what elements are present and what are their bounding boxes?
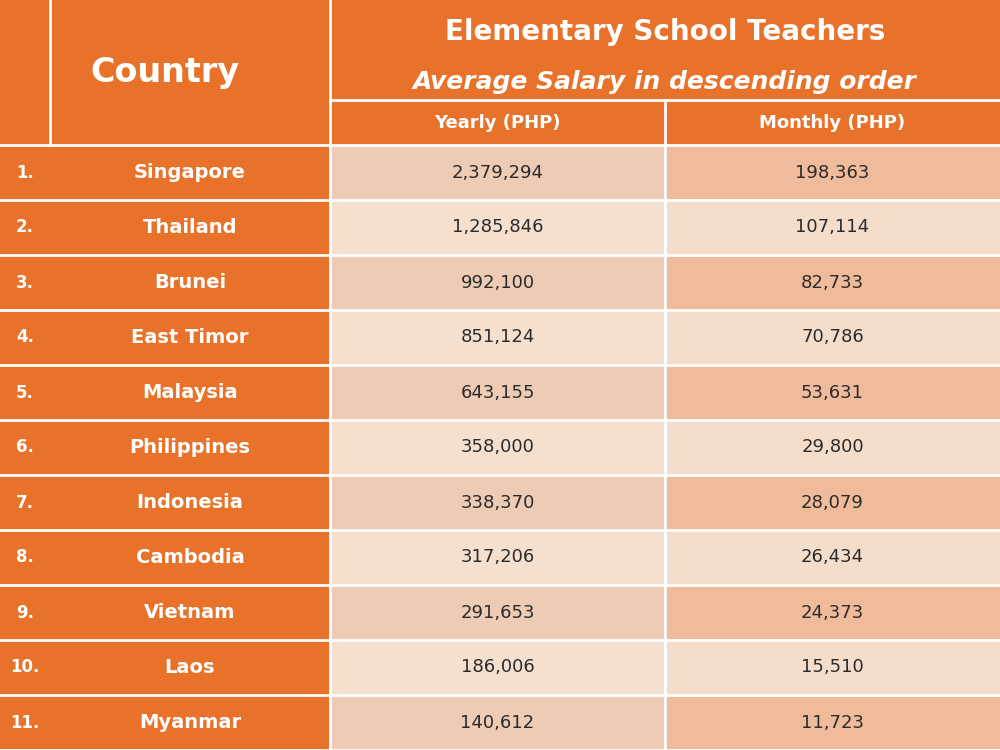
Bar	[330, 530, 665, 585]
Bar	[50, 640, 330, 695]
Text: 8.: 8.	[16, 548, 34, 566]
Bar	[330, 145, 665, 200]
Bar	[330, 310, 665, 365]
Bar	[50, 255, 330, 310]
Bar	[665, 475, 1000, 530]
Bar	[0, 145, 50, 200]
Text: 3.: 3.	[16, 274, 34, 292]
Text: 1.: 1.	[16, 164, 34, 182]
Bar	[665, 200, 1000, 255]
Text: Brunei: Brunei	[154, 273, 226, 292]
Text: 338,370: 338,370	[460, 494, 535, 512]
Bar	[330, 585, 665, 640]
Bar	[330, 0, 1000, 100]
Bar	[330, 695, 665, 750]
Bar	[665, 100, 1000, 145]
Text: 53,631: 53,631	[801, 383, 864, 401]
Bar	[0, 695, 50, 750]
Text: 358,000: 358,000	[461, 439, 534, 457]
Bar	[0, 585, 50, 640]
Text: 5.: 5.	[16, 383, 34, 401]
Bar	[0, 255, 50, 310]
Bar	[50, 530, 330, 585]
Bar	[665, 255, 1000, 310]
Bar	[330, 640, 665, 695]
Text: 11.: 11.	[10, 713, 40, 731]
Text: Thailand: Thailand	[143, 218, 237, 237]
Bar	[330, 365, 665, 420]
Text: East Timor: East Timor	[131, 328, 249, 347]
Text: 10.: 10.	[10, 658, 40, 676]
Bar	[50, 585, 330, 640]
Bar	[0, 310, 50, 365]
Bar	[665, 420, 1000, 475]
Bar	[50, 695, 330, 750]
Bar	[0, 530, 50, 585]
Text: 1,285,846: 1,285,846	[452, 218, 543, 236]
Text: 140,612: 140,612	[460, 713, 535, 731]
Text: Laos: Laos	[165, 658, 215, 677]
Text: 198,363: 198,363	[795, 164, 870, 182]
Text: 70,786: 70,786	[801, 328, 864, 346]
Text: 28,079: 28,079	[801, 494, 864, 512]
Text: 643,155: 643,155	[460, 383, 535, 401]
Text: Cambodia: Cambodia	[136, 548, 244, 567]
Text: 29,800: 29,800	[801, 439, 864, 457]
Text: 9.: 9.	[16, 604, 34, 622]
Bar	[330, 100, 665, 145]
Bar	[0, 640, 50, 695]
Bar	[330, 255, 665, 310]
Text: Vietnam: Vietnam	[144, 603, 236, 622]
Bar	[330, 475, 665, 530]
Text: Malaysia: Malaysia	[142, 383, 238, 402]
Text: 11,723: 11,723	[801, 713, 864, 731]
Bar	[330, 420, 665, 475]
Bar	[665, 530, 1000, 585]
Text: Elementary School Teachers: Elementary School Teachers	[445, 19, 885, 46]
Text: Average Salary in descending order: Average Salary in descending order	[413, 70, 917, 94]
Bar	[665, 310, 1000, 365]
Bar	[330, 200, 665, 255]
Bar	[0, 420, 50, 475]
Bar	[0, 0, 330, 145]
Text: 6.: 6.	[16, 439, 34, 457]
Bar	[665, 145, 1000, 200]
Text: 4.: 4.	[16, 328, 34, 346]
Text: Indonesia: Indonesia	[137, 493, 243, 512]
Bar	[50, 310, 330, 365]
Bar	[0, 365, 50, 420]
Text: 851,124: 851,124	[460, 328, 535, 346]
Bar	[50, 365, 330, 420]
Bar	[665, 640, 1000, 695]
Bar	[665, 365, 1000, 420]
Text: 7.: 7.	[16, 494, 34, 512]
Bar	[50, 200, 330, 255]
Text: 2,379,294: 2,379,294	[452, 164, 544, 182]
Text: 291,653: 291,653	[460, 604, 535, 622]
Text: Country: Country	[90, 56, 240, 89]
Text: 26,434: 26,434	[801, 548, 864, 566]
Text: 992,100: 992,100	[460, 274, 535, 292]
Bar	[50, 145, 330, 200]
Text: Myanmar: Myanmar	[139, 713, 241, 732]
Bar	[50, 420, 330, 475]
Text: 2.: 2.	[16, 218, 34, 236]
Text: Yearly (PHP): Yearly (PHP)	[434, 113, 561, 131]
Text: 186,006: 186,006	[461, 658, 534, 676]
Bar	[0, 475, 50, 530]
Bar	[665, 585, 1000, 640]
Bar	[0, 200, 50, 255]
Text: 317,206: 317,206	[460, 548, 535, 566]
Text: Philippines: Philippines	[130, 438, 250, 457]
Text: 24,373: 24,373	[801, 604, 864, 622]
Text: Singapore: Singapore	[134, 163, 246, 182]
Text: Monthly (PHP): Monthly (PHP)	[759, 113, 906, 131]
Bar	[50, 475, 330, 530]
Bar	[665, 695, 1000, 750]
Text: 107,114: 107,114	[795, 218, 870, 236]
Text: 82,733: 82,733	[801, 274, 864, 292]
Text: 15,510: 15,510	[801, 658, 864, 676]
